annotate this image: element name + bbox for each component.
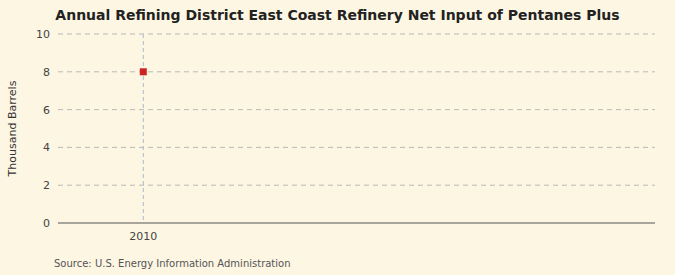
y-tick-label: 4	[43, 141, 50, 154]
source-note: Source: U.S. Energy Information Administ…	[54, 258, 291, 269]
grid	[58, 34, 655, 223]
y-tick-label: 10	[36, 28, 50, 41]
y-grid-line	[58, 109, 655, 110]
y-grid-line	[58, 71, 655, 72]
y-grid-line	[58, 147, 655, 148]
data-point	[140, 68, 147, 75]
y-grid-line	[58, 34, 655, 35]
x-axis-line	[58, 223, 655, 224]
data-group	[140, 68, 147, 75]
y-axis-label: Thousand Barrels	[6, 80, 19, 177]
chart-container: Annual Refining District East Coast Refi…	[0, 0, 675, 275]
y-tick-label: 8	[43, 66, 50, 79]
chart-svg: Annual Refining District East Coast Refi…	[0, 0, 675, 275]
y-tick-label: 2	[43, 179, 50, 192]
y-tick-label: 0	[43, 217, 50, 230]
title: Annual Refining District East Coast Refi…	[55, 7, 619, 23]
y-tick-label: 6	[43, 104, 50, 117]
y-grid-line	[58, 185, 655, 186]
background	[0, 0, 675, 275]
x-grid-line	[143, 34, 144, 223]
x-tick-label: 2010	[129, 230, 157, 243]
